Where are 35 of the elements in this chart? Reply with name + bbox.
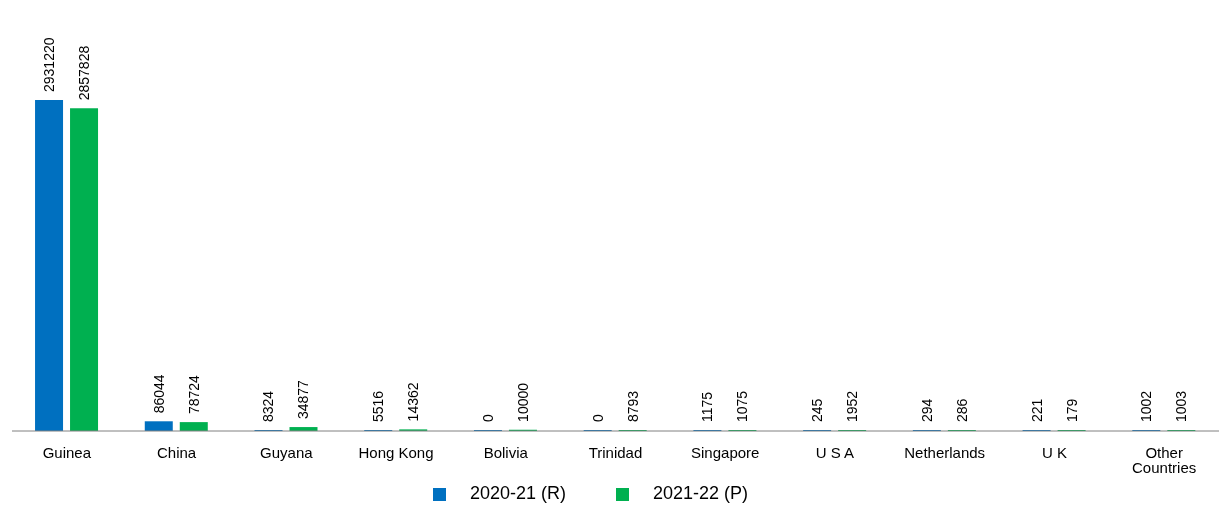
data-label: 286	[953, 398, 970, 422]
data-label: 1075	[734, 390, 751, 422]
data-label: 78724	[185, 374, 202, 415]
legend-label: 2021-22 (P)	[652, 483, 749, 503]
data-label: 86044	[150, 374, 167, 414]
data-label: 34877	[295, 379, 312, 420]
x-tick-label: China	[156, 443, 197, 461]
data-label: 0	[589, 414, 606, 422]
x-tick-label: U S A	[815, 443, 855, 461]
legend-label: 2020-21 (R)	[469, 483, 566, 503]
data-label: 5516	[370, 390, 387, 422]
data-label: 2931220	[41, 37, 58, 92]
data-label: 1175	[699, 391, 716, 422]
data-label: 1002	[1138, 390, 1155, 422]
data-label: 10000	[514, 382, 531, 422]
x-tick-label: Hong Kong	[358, 443, 434, 461]
data-label: 2857828	[76, 45, 93, 101]
x-tick-label: Other Countries	[1132, 443, 1197, 476]
data-label: 221	[1028, 398, 1045, 422]
x-tick-label: Netherlands	[904, 443, 986, 461]
data-label: 179	[1063, 398, 1080, 422]
data-label: 8324	[260, 390, 277, 422]
data-label: 294	[918, 398, 935, 422]
x-tick-label: U K	[1041, 443, 1067, 461]
x-tick-label: Bolivia	[483, 443, 529, 461]
data-label: 245	[809, 398, 826, 422]
x-tick-label: Trinidad	[588, 443, 643, 461]
x-tick-label: Singapore	[691, 443, 760, 461]
data-label: 0	[479, 414, 496, 422]
data-label: 1003	[1173, 390, 1190, 422]
x-tick-label: Guinea	[42, 443, 92, 461]
data-label: 8793	[624, 390, 641, 422]
data-label: 1952	[844, 390, 861, 422]
data-label: 14362	[405, 382, 422, 422]
x-tick-label: Guyana	[260, 443, 314, 461]
